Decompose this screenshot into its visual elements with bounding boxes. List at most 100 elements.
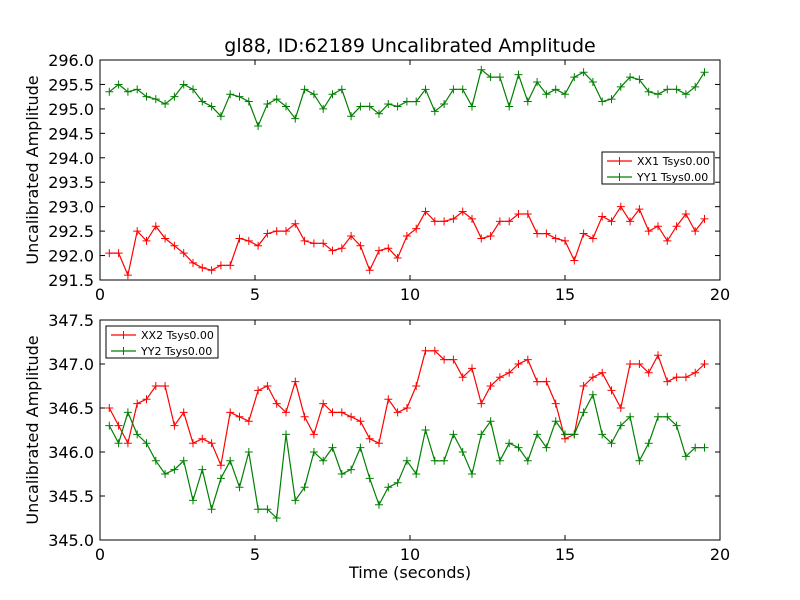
data-point-marker	[309, 90, 318, 99]
data-point-marker	[635, 75, 644, 84]
data-point-marker	[505, 368, 514, 377]
data-point-marker	[663, 412, 672, 421]
data-point-marker	[626, 73, 635, 82]
data-point-marker	[691, 368, 700, 377]
data-point-marker	[198, 465, 207, 474]
data-point-marker	[681, 452, 690, 461]
data-point-marker	[123, 408, 132, 417]
data-point-marker	[672, 222, 681, 231]
data-point-marker	[244, 236, 253, 245]
data-point-marker	[588, 234, 597, 243]
data-point-marker	[226, 90, 235, 99]
x-tick-label: 20	[710, 285, 730, 304]
data-point-marker	[468, 364, 476, 373]
data-point-marker	[579, 408, 588, 417]
data-point-marker	[477, 399, 486, 408]
data-point-marker	[328, 408, 337, 417]
data-point-marker	[189, 258, 197, 267]
data-point-marker	[133, 85, 142, 94]
data-point-marker	[133, 227, 142, 236]
y-tick-label: 295.0	[48, 100, 94, 119]
x-tick-label: 15	[555, 545, 575, 564]
data-point-marker	[654, 351, 662, 360]
data-point-marker	[551, 417, 560, 426]
data-point-marker	[402, 456, 411, 465]
legend-marker-2	[615, 173, 624, 181]
data-point-marker	[449, 85, 458, 94]
data-point-marker	[477, 65, 486, 74]
data-point-marker	[700, 443, 709, 452]
data-point-marker	[561, 90, 569, 99]
data-point-marker	[319, 456, 328, 465]
data-point-marker	[449, 355, 458, 364]
data-point-marker	[309, 448, 318, 456]
y-tick-label: 291.5	[48, 271, 94, 290]
data-point-marker	[393, 478, 402, 487]
x-tick-label: 5	[250, 545, 260, 564]
y-axis-label: Uncalibrated Amplitude	[23, 335, 42, 524]
data-point-marker	[179, 456, 188, 465]
data-point-marker	[468, 214, 476, 223]
data-point-marker	[570, 430, 579, 439]
data-point-marker	[319, 239, 328, 248]
data-point-marker	[393, 254, 402, 262]
legend-marker-1	[615, 157, 624, 165]
data-point-marker	[551, 399, 560, 408]
data-point-marker	[375, 439, 383, 448]
data-point-marker	[616, 404, 625, 412]
data-point-marker	[588, 78, 597, 86]
data-point-marker	[607, 386, 616, 395]
data-point-marker	[551, 234, 560, 243]
data-point-marker	[114, 80, 123, 89]
data-point-marker	[495, 456, 504, 465]
data-point-marker	[644, 368, 653, 377]
data-point-marker	[291, 377, 300, 386]
data-point-marker	[663, 85, 672, 94]
data-point-marker	[142, 439, 151, 448]
data-point-marker	[412, 470, 421, 478]
data-point-marker	[542, 377, 551, 386]
legend: XX1 Tsys0.00 YY1 Tsys0.00	[601, 151, 715, 185]
y-tick-label: 294.5	[48, 124, 94, 143]
data-point-marker	[440, 456, 449, 465]
data-point-marker	[533, 377, 542, 386]
data-point-marker	[430, 217, 439, 226]
data-point-marker	[356, 241, 365, 250]
data-point-marker	[458, 448, 467, 456]
data-point-marker	[319, 399, 328, 408]
data-point-marker	[616, 421, 625, 430]
data-point-marker	[449, 430, 458, 439]
data-point-marker	[486, 417, 495, 426]
data-point-marker	[114, 421, 123, 430]
y-tick-label: 295.5	[48, 75, 94, 94]
data-point-marker	[365, 266, 374, 275]
data-point-marker	[495, 73, 504, 82]
data-point-marker	[458, 373, 467, 382]
data-point-marker	[402, 404, 411, 412]
y-tick-label: 296.0	[48, 51, 94, 70]
data-point-marker	[347, 465, 356, 474]
data-point-marker	[244, 448, 253, 456]
data-point-marker	[216, 112, 225, 121]
y-tick-label: 347.5	[48, 311, 94, 330]
data-point-marker	[272, 514, 281, 522]
data-point-marker	[226, 456, 235, 465]
data-point-marker	[598, 368, 607, 377]
data-point-marker	[533, 78, 542, 86]
data-point-marker	[691, 227, 700, 236]
x-tick-label: 20	[710, 545, 730, 564]
data-point-marker	[551, 85, 560, 94]
data-point-marker	[384, 244, 393, 253]
data-point-marker	[254, 241, 263, 250]
x-tick-label: 5	[250, 285, 260, 304]
data-point-marker	[626, 412, 635, 421]
data-point-marker	[393, 102, 402, 111]
data-point-marker	[356, 443, 365, 452]
data-point-marker	[412, 224, 421, 233]
data-point-marker	[458, 207, 467, 216]
data-point-marker	[440, 100, 449, 108]
data-point-marker	[663, 236, 672, 245]
data-point-marker	[533, 430, 542, 439]
data-point-marker	[123, 87, 132, 96]
data-point-marker	[198, 263, 207, 272]
